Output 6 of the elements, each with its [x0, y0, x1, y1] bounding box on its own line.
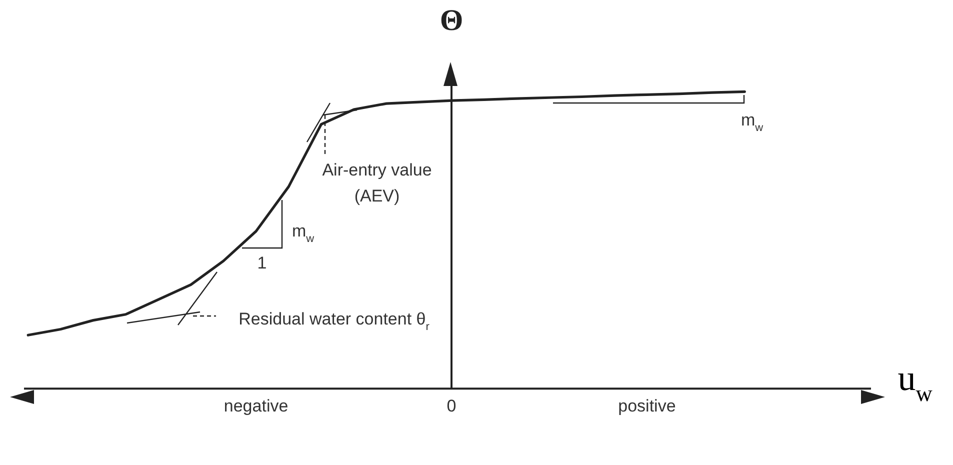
x-tick-label: negative: [224, 396, 288, 416]
annotation: Air-entry value (AEV): [322, 160, 432, 206]
x-tick-label: 0: [446, 396, 456, 416]
annotation: 1: [257, 254, 267, 273]
x-tick-label: positive: [618, 396, 676, 416]
y-axis-title: Θ: [440, 4, 464, 37]
